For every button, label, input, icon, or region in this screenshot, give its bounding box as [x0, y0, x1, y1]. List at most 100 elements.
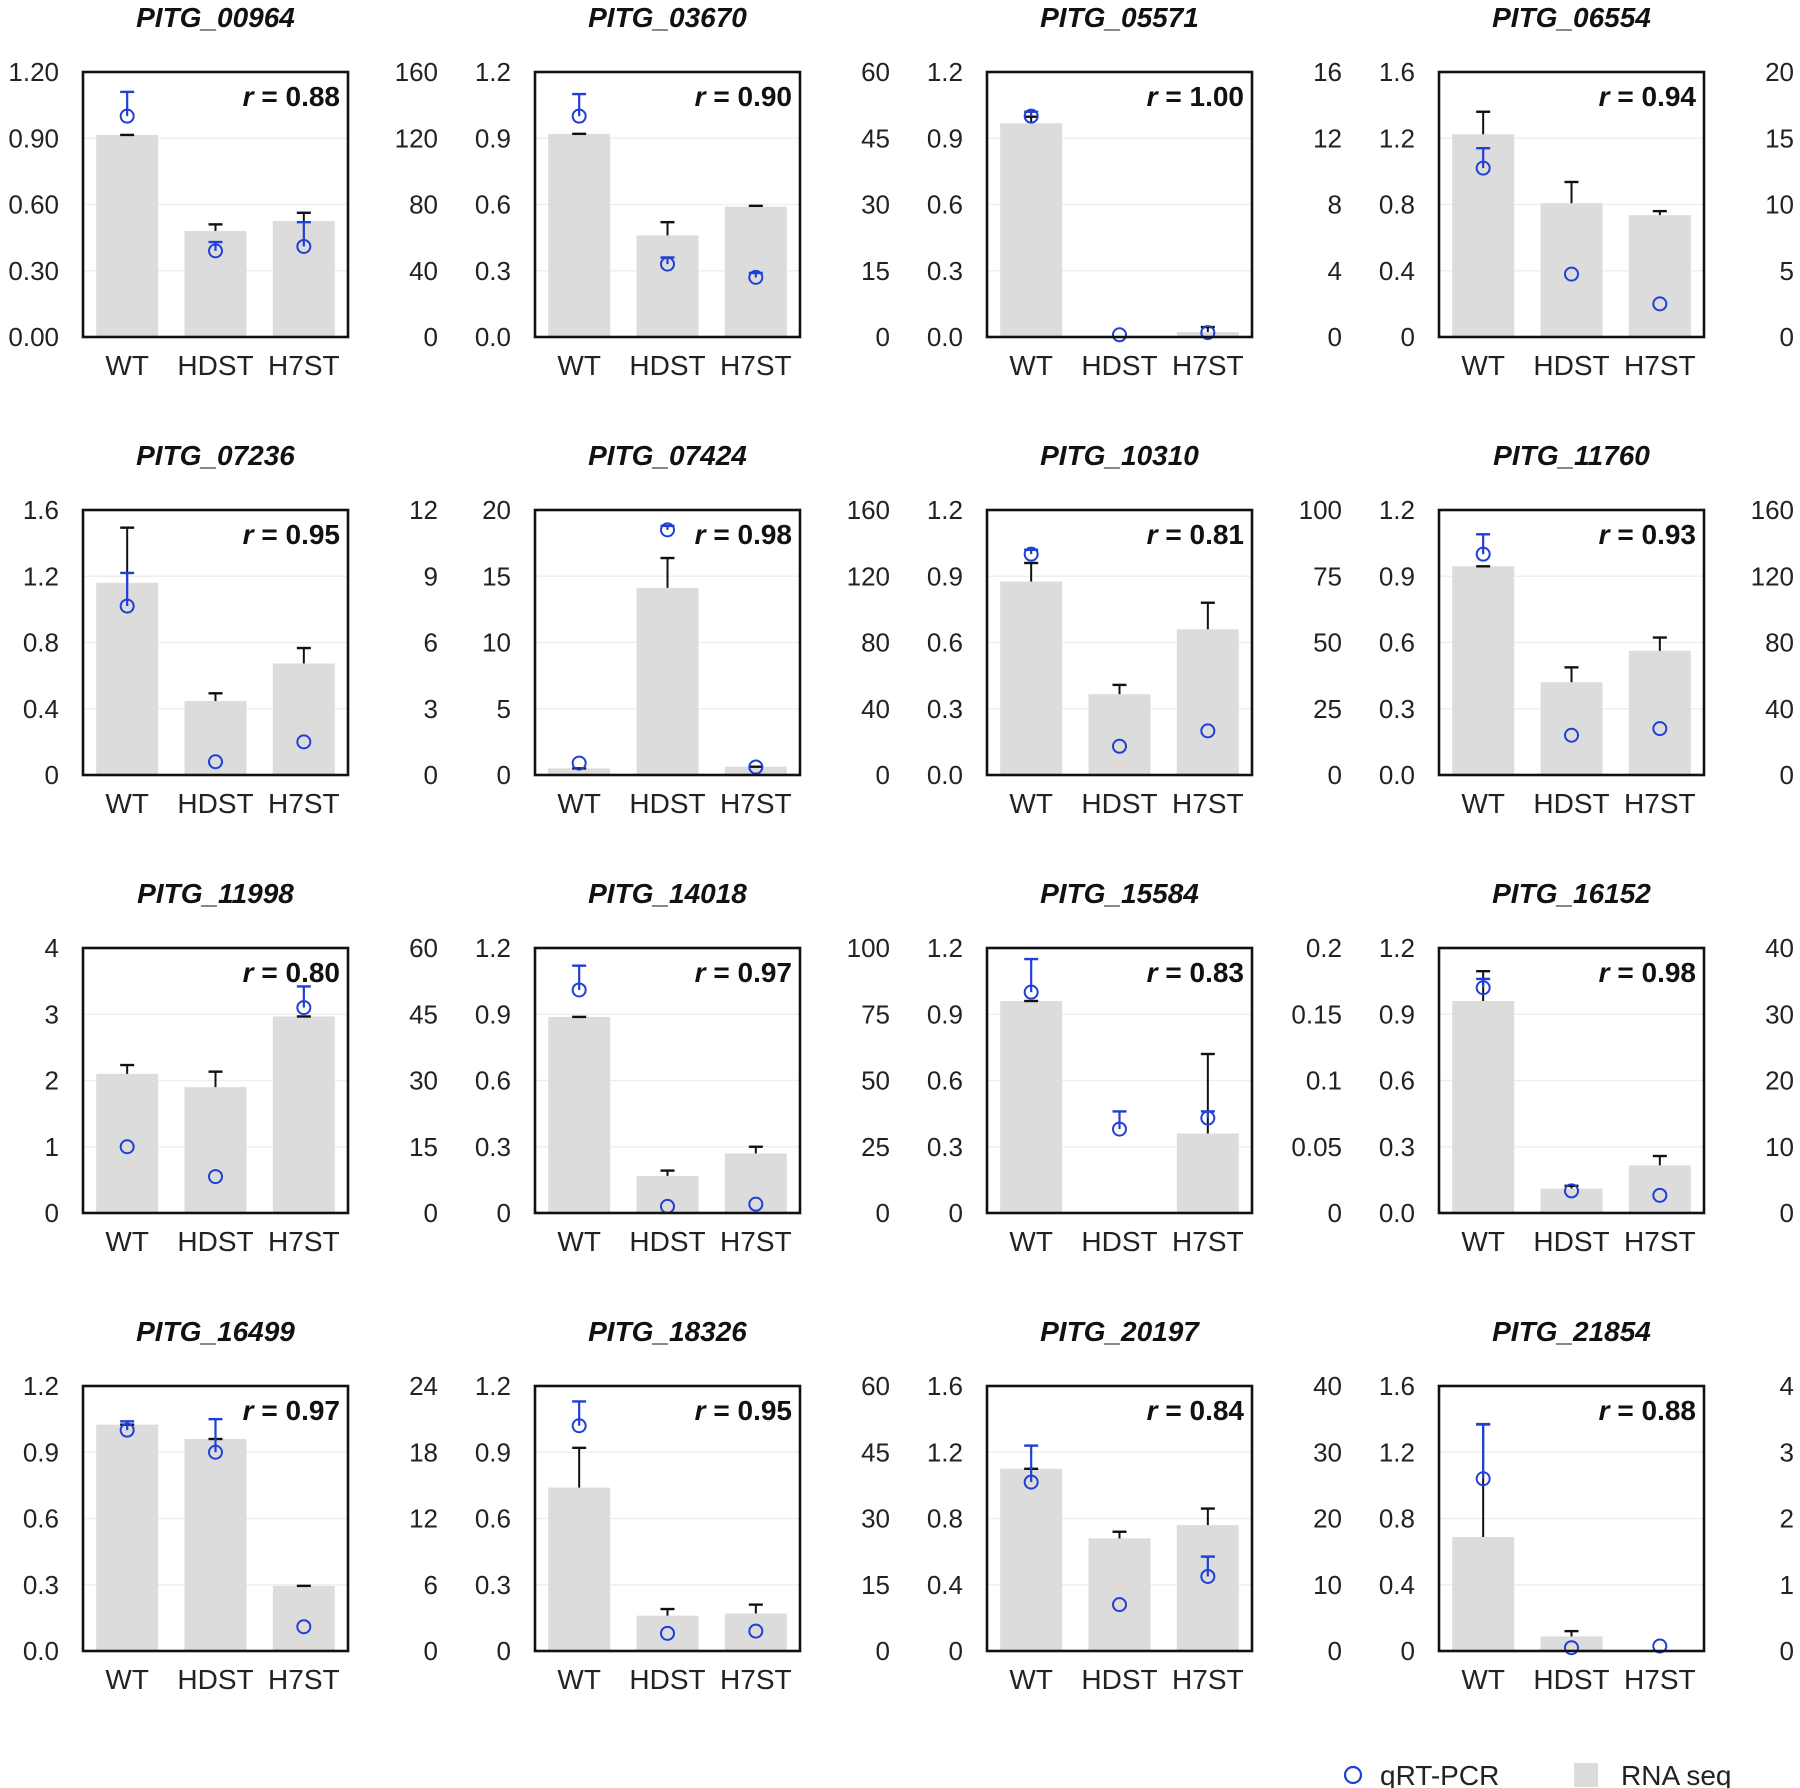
qrt-pcr-point — [119, 598, 135, 614]
plot-frame — [533, 1384, 802, 1653]
panel-title: PITG_10310 — [1040, 440, 1199, 471]
category-label-hdst: HDST — [177, 788, 253, 819]
correlation-symbol: r — [1599, 81, 1612, 112]
correlation-label: r = 0.97 — [243, 1395, 340, 1426]
left-tick-label: 0.9 — [1379, 999, 1415, 1029]
left-tick-label: 0.8 — [23, 628, 59, 658]
plot-frame — [81, 508, 350, 777]
correlation-symbol: r — [243, 957, 256, 988]
qrt-pcr-point — [571, 982, 587, 998]
left-tick-label: 0.3 — [1379, 1132, 1415, 1162]
rna-seq-bar — [1000, 123, 1063, 337]
correlation-value: 0.88 — [286, 81, 341, 112]
correlation-equals: = — [1158, 1395, 1190, 1426]
right-tick-label: 0 — [1328, 760, 1342, 790]
qrt-pcr-point — [1023, 546, 1039, 562]
left-tick-label: 0.9 — [927, 561, 963, 591]
rna-seq-bar — [96, 1073, 159, 1213]
qrt-pcr-point — [1112, 1597, 1127, 1613]
panel-pitg_15584: PITG_15584 0 0.3 0.6 0.9 1.2 0 0.05 0.1 0.15 0.2 r … — [927, 878, 1342, 1257]
qrt-pcr-point — [748, 1623, 764, 1639]
correlation-value: 0.95 — [738, 1395, 793, 1426]
rna-seq-bar — [1088, 694, 1151, 775]
rna-seq-bar — [1452, 1001, 1515, 1213]
category-label-h7st: H7ST — [1172, 350, 1244, 381]
panel-pitg_03670: PITG_03670 0.0 0.3 0.6 0.9 1.2 0 15 30 45 60 r = 0.… — [475, 2, 890, 381]
correlation-equals: = — [1610, 519, 1642, 550]
left-tick-label: 0 — [1401, 1636, 1415, 1666]
category-label-h7st: H7ST — [1624, 1226, 1696, 1257]
qrt-pcr-point — [1564, 266, 1579, 282]
category-label-hdst: HDST — [1533, 1226, 1609, 1257]
right-tick-label: 0 — [1780, 1636, 1794, 1666]
left-tick-label: 10 — [482, 628, 511, 658]
category-label-h7st: H7ST — [720, 788, 792, 819]
right-tick-label: 80 — [1765, 628, 1794, 658]
panel-pitg_20197: PITG_20197 0 0.4 0.8 1.2 1.6 0 10 20 30 40 r = 0.84… — [927, 1316, 1342, 1695]
rna-seq-bar — [96, 582, 159, 775]
qrt-pcr-point — [1564, 727, 1579, 743]
right-tick-label: 45 — [861, 123, 890, 153]
rna-seq-bar — [1540, 203, 1603, 337]
right-tick-label: 20 — [1765, 57, 1794, 87]
qrt-pcr-point — [748, 759, 764, 775]
left-tick-label: 0.3 — [475, 256, 511, 286]
rna-seq-bar — [184, 701, 247, 775]
panel-pitg_18326: PITG_18326 0 0.3 0.6 0.9 1.2 0 15 30 45 60 r = 0.95… — [475, 1316, 890, 1695]
right-tick-label: 0 — [876, 1198, 890, 1228]
qrt-pcr-point — [1112, 1121, 1127, 1137]
qrt-pcr-point — [296, 238, 312, 254]
category-label-hdst: HDST — [629, 1226, 705, 1257]
category-label-wt: WT — [105, 1226, 149, 1257]
correlation-value: 0.95 — [286, 519, 341, 550]
left-tick-label: 0.3 — [927, 256, 963, 286]
right-tick-label: 15 — [861, 256, 890, 286]
right-tick-label: 0.1 — [1306, 1066, 1342, 1096]
correlation-label: r = 0.90 — [695, 81, 792, 112]
panel-title: PITG_15584 — [1040, 878, 1199, 909]
right-tick-label: 4 — [1328, 256, 1342, 286]
right-tick-label: 120 — [847, 561, 890, 591]
left-tick-label: 2 — [45, 1066, 59, 1096]
rna-seq-bar — [1540, 1636, 1603, 1651]
correlation-symbol: r — [243, 1395, 256, 1426]
left-tick-label: 1.2 — [1379, 123, 1415, 153]
left-tick-label: 1.2 — [475, 933, 511, 963]
correlation-label: r = 0.93 — [1599, 519, 1696, 550]
correlation-equals: = — [254, 519, 286, 550]
qrt-pcr-point — [208, 1169, 223, 1185]
right-tick-label: 10 — [1765, 190, 1794, 220]
plot-frame — [1437, 1384, 1706, 1653]
correlation-symbol: r — [1599, 957, 1612, 988]
qrt-pcr-point — [1200, 723, 1216, 739]
right-tick-label: 12 — [409, 495, 438, 525]
correlation-equals: = — [1158, 957, 1190, 988]
qrt-pcr-point — [296, 734, 312, 750]
left-tick-label: 0.0 — [475, 322, 511, 352]
qrt-pcr-point — [296, 1619, 312, 1635]
plot-frame — [81, 70, 350, 339]
left-tick-label: 0 — [497, 1198, 511, 1228]
rna-seq-bar — [1000, 1468, 1063, 1651]
category-label-h7st: H7ST — [268, 1664, 340, 1695]
correlation-label: r = 0.88 — [243, 81, 340, 112]
panel-title: PITG_18326 — [588, 1316, 747, 1347]
left-tick-label: 0.6 — [475, 1066, 511, 1096]
panel-title: PITG_07424 — [588, 440, 747, 471]
left-tick-label: 0.0 — [1379, 1198, 1415, 1228]
right-tick-label: 30 — [861, 190, 890, 220]
rna-seq-bar — [548, 133, 611, 337]
category-label-h7st: H7ST — [268, 350, 340, 381]
qrt-pcr-point — [1200, 1110, 1216, 1126]
right-tick-label: 0.05 — [1291, 1132, 1342, 1162]
left-tick-label: 0.3 — [475, 1132, 511, 1162]
category-label-h7st: H7ST — [720, 350, 792, 381]
rna-seq-bar — [548, 1016, 611, 1213]
left-tick-label: 0.9 — [475, 123, 511, 153]
correlation-symbol: r — [695, 1395, 708, 1426]
category-label-hdst: HDST — [177, 1226, 253, 1257]
qrt-pcr-point — [1652, 1638, 1668, 1654]
qrt-pcr-point — [660, 1625, 675, 1641]
correlation-symbol: r — [695, 957, 708, 988]
